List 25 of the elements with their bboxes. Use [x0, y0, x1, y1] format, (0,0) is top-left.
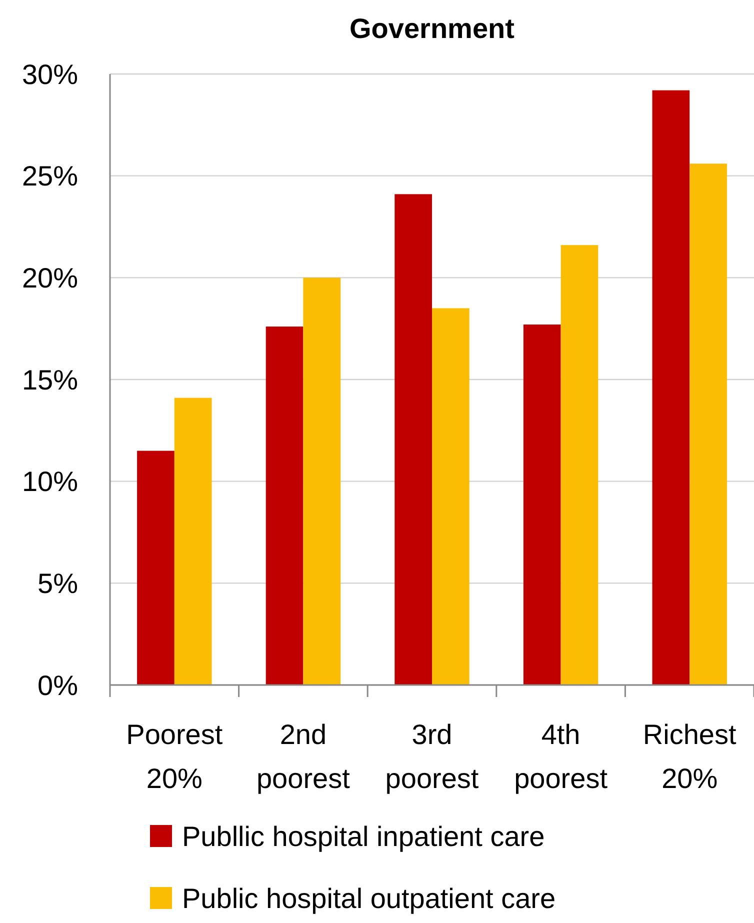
y-tick-label: 30%	[22, 58, 78, 90]
y-tick-label: 25%	[22, 160, 78, 192]
y-tick-label: 20%	[22, 262, 78, 294]
x-tick-label: Richest 20%	[642, 719, 736, 794]
x-tick-label: Poorest 20%	[126, 719, 223, 794]
chart-title: Government	[350, 13, 514, 44]
bar	[303, 278, 341, 685]
y-tick-label: 0%	[38, 670, 78, 701]
y-tick-label: 15%	[22, 364, 78, 396]
bar	[690, 164, 727, 685]
bar	[266, 326, 304, 685]
legend-label: Publlic hospital inpatient care	[182, 820, 545, 852]
bar	[432, 308, 470, 685]
bar	[560, 245, 598, 685]
y-tick-label: 10%	[22, 466, 78, 498]
bar	[174, 398, 212, 685]
bar	[137, 450, 174, 685]
bar	[394, 194, 432, 685]
x-tick-label: 3rd poorest	[385, 719, 479, 794]
bar	[652, 90, 690, 685]
x-tick-label: 2nd poorest	[256, 719, 350, 794]
x-tick-label: 4th poorest	[514, 719, 608, 794]
y-tick-label: 5%	[38, 568, 78, 599]
legend-label: Public hospital outpatient care	[182, 882, 556, 914]
bar	[523, 324, 561, 685]
